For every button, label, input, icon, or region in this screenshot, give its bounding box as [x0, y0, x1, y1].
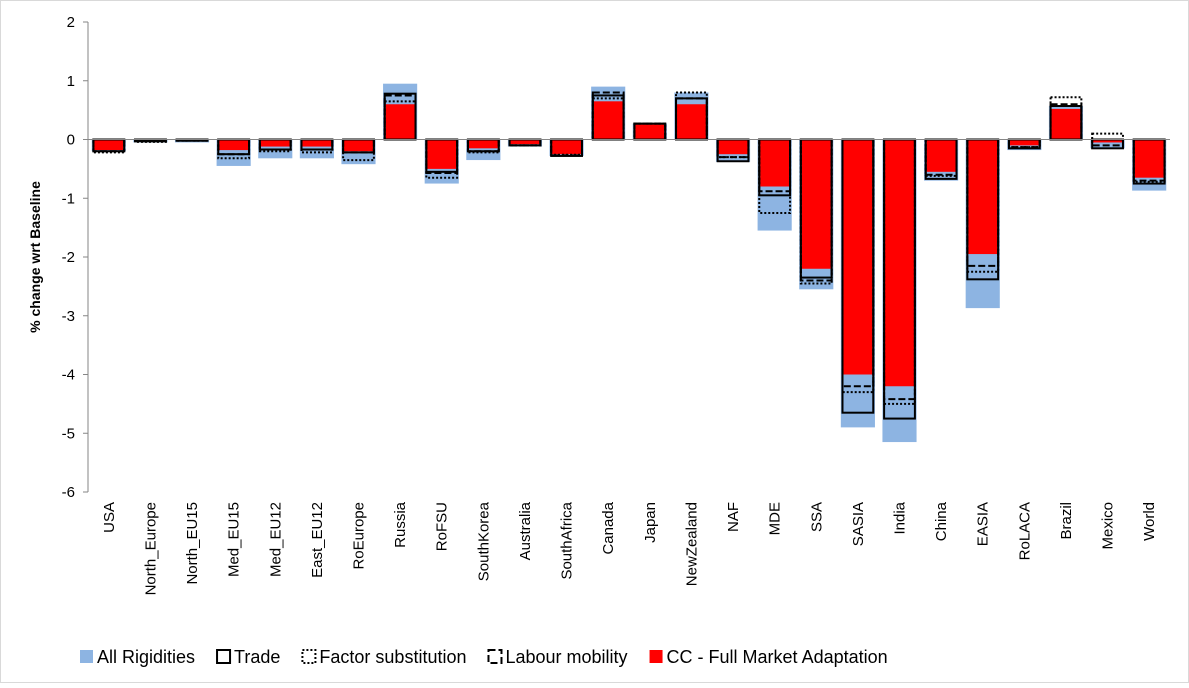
bar	[94, 139, 124, 151]
x-tick-label: World	[1141, 502, 1158, 541]
x-tick-label: Brazil	[1058, 502, 1075, 540]
x-tick-label: Med_EU15	[226, 502, 243, 577]
bar	[1093, 139, 1123, 143]
x-tick-label: Japan	[642, 502, 659, 543]
x-tick-label: Russia	[392, 501, 409, 548]
y-tick-label: -5	[62, 425, 75, 442]
x-tick-label: RoLACA	[1016, 502, 1033, 560]
y-axis-label: % change wrt Baseline	[27, 181, 43, 333]
x-tick-label: SASIA	[850, 502, 867, 546]
bar	[801, 139, 831, 269]
legend-swatch	[301, 649, 317, 664]
y-tick-label: -1	[62, 190, 75, 207]
y-tick-label: -3	[62, 308, 75, 325]
x-tick-label: SouthKorea	[475, 501, 492, 581]
bar	[425, 138, 459, 179]
bar	[302, 139, 332, 147]
bar	[219, 139, 249, 151]
y-tick-label: -6	[62, 484, 75, 501]
bar	[716, 138, 750, 159]
legend-swatch	[80, 650, 93, 663]
bar	[675, 97, 708, 141]
x-tick-label: SSA	[808, 502, 825, 532]
x-tick-label: Canada	[600, 501, 617, 554]
x-tick-label: India	[892, 501, 909, 534]
legend-label: All Rigidities	[97, 647, 195, 667]
x-tick-label: NewZealand	[683, 502, 700, 586]
y-tick-label: 0	[67, 132, 75, 149]
bar	[1051, 108, 1081, 140]
x-tick-label: Australia	[517, 501, 534, 560]
legend-swatch	[649, 650, 663, 663]
y-tick-label: 2	[67, 14, 75, 31]
bar	[510, 139, 540, 145]
x-tick-label: MDE	[767, 502, 784, 535]
x-tick-label: EASIA	[975, 502, 992, 546]
bar	[718, 139, 748, 155]
y-tick-label: -4	[62, 367, 75, 384]
x-tick-label: RoEurope	[351, 502, 368, 570]
x-tick-label: East_EU12	[309, 502, 326, 578]
bar	[427, 139, 457, 169]
bar	[260, 139, 290, 147]
x-tick-label: Mexico	[1100, 502, 1117, 550]
bar	[1009, 139, 1039, 146]
bar	[385, 104, 415, 140]
legend-swatch	[216, 649, 232, 664]
y-tick-label: -2	[62, 249, 75, 266]
x-tick-label: USA	[101, 502, 118, 533]
legend-label: Trade	[234, 647, 280, 667]
bar	[1134, 139, 1164, 178]
bar	[884, 139, 915, 387]
bar	[343, 139, 374, 152]
bar	[593, 101, 623, 140]
x-tick-label: RoFSU	[434, 502, 451, 551]
bar	[843, 139, 873, 375]
bar	[676, 104, 706, 140]
x-tick-label: Med_EU12	[267, 502, 284, 577]
x-tick-label: North_EU15	[184, 502, 201, 585]
x-tick-label: North_Europe	[142, 502, 159, 595]
legend-label: Factor substitution	[319, 647, 466, 667]
legend-swatch	[487, 649, 503, 664]
bar	[468, 139, 498, 149]
legend-label: CC - Full Market Adaptation	[667, 647, 888, 667]
bar	[466, 138, 500, 154]
bar	[926, 139, 956, 172]
x-tick-label: SouthAfrica	[559, 501, 576, 579]
y-tick-label: 1	[67, 73, 75, 90]
bar	[635, 123, 665, 140]
bar	[552, 139, 582, 155]
bar	[841, 138, 875, 394]
bar	[760, 139, 790, 187]
x-tick-label: China	[933, 501, 950, 541]
legend-label: Labour mobility	[505, 647, 627, 667]
bar	[968, 139, 998, 255]
bar	[1090, 139, 1125, 149]
bar	[92, 138, 126, 154]
x-tick-label: NAF	[725, 502, 742, 532]
